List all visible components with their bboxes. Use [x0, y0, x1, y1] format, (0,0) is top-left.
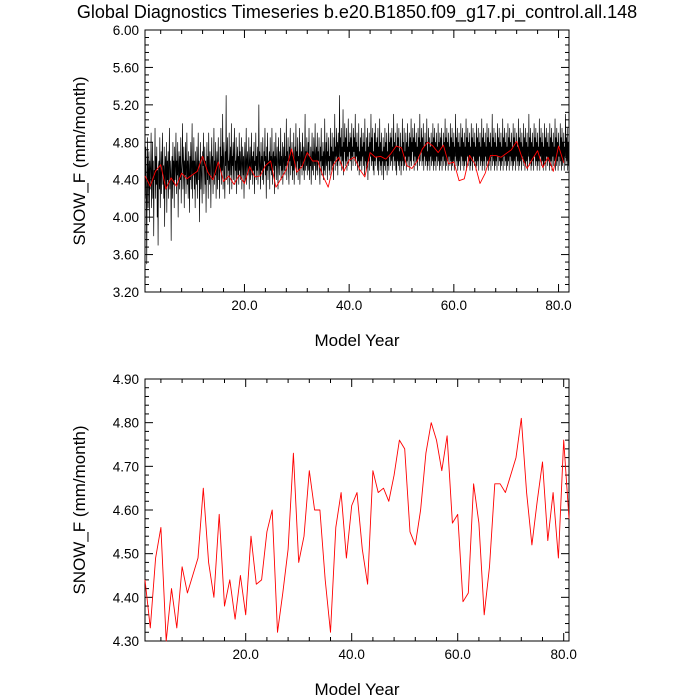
series-layer — [144, 417, 570, 642]
y-tick-label: 3.20 — [113, 285, 139, 300]
y-tick-label: 4.40 — [113, 590, 139, 605]
x-tick-label: 60.0 — [445, 647, 471, 662]
y-tick-label: 4.30 — [113, 634, 139, 649]
y-tick-label: 3.60 — [113, 248, 139, 263]
y-tick-label: 4.90 — [113, 372, 139, 387]
y-tick-label: 5.60 — [113, 60, 139, 75]
x-tick-label: 80.0 — [545, 298, 571, 313]
x-axis-label: Model Year — [314, 680, 399, 699]
y-tick-label: 4.80 — [113, 135, 139, 150]
x-tick-label: 40.0 — [336, 298, 362, 313]
y-tick-label: 4.00 — [113, 210, 139, 225]
x-tick-label: 80.0 — [551, 647, 577, 662]
y-tick-label: 4.50 — [113, 547, 139, 562]
annual-series-line — [144, 417, 570, 642]
x-tick-label: 20.0 — [231, 298, 257, 313]
axis-ticks: 20.0 40.0 60.0 80.0 4.30 4.40 4.50 4.60 4.70 4.80… — [113, 372, 577, 662]
monthly-panel: 20.0 40.0 60.0 80.0 3.20 3.60 4.00 4.40 4.80 5.20… — [70, 23, 572, 350]
y-tick-label: 6.00 — [113, 23, 139, 38]
axis-ticks: 20.0 40.0 60.0 80.0 3.20 3.60 4.00 4.40 4.80 5.20… — [113, 23, 572, 313]
y-tick-label: 4.70 — [113, 459, 139, 474]
annual-panel: 20.0 40.0 60.0 80.0 4.30 4.40 4.50 4.60 4.70 4.80… — [70, 372, 577, 699]
y-axis-label: SNOW_F (mm/month) — [70, 76, 89, 245]
y-axis-label: SNOW_F (mm/month) — [70, 425, 89, 594]
y-tick-label: 4.80 — [113, 416, 139, 431]
chart-title: Global Diagnostics Timeseries b.e20.B185… — [77, 2, 637, 23]
y-tick-label: 4.60 — [113, 503, 139, 518]
x-tick-label: 40.0 — [339, 647, 365, 662]
y-tick-label: 4.40 — [113, 173, 139, 188]
x-tick-label: 60.0 — [441, 298, 467, 313]
series-layer — [144, 95, 570, 265]
annual-series-line — [144, 140, 565, 190]
plot-frame — [144, 378, 570, 642]
x-tick-label: 20.0 — [233, 647, 259, 662]
monthly-series-line — [144, 95, 570, 265]
x-axis-label: Model Year — [314, 331, 399, 350]
y-tick-label: 5.20 — [113, 98, 139, 113]
